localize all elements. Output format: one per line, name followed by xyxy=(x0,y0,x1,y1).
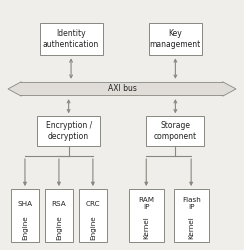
Text: RSA: RSA xyxy=(51,201,66,207)
FancyBboxPatch shape xyxy=(173,189,209,242)
Text: Engine: Engine xyxy=(22,215,28,240)
FancyBboxPatch shape xyxy=(149,23,202,56)
FancyBboxPatch shape xyxy=(11,189,39,242)
Text: SHA: SHA xyxy=(17,201,32,207)
Polygon shape xyxy=(8,82,236,96)
FancyBboxPatch shape xyxy=(129,189,164,242)
Text: Key
management: Key management xyxy=(150,29,201,49)
FancyBboxPatch shape xyxy=(45,189,73,242)
FancyBboxPatch shape xyxy=(40,23,102,56)
Text: Kernel: Kernel xyxy=(188,216,194,239)
Text: Engine: Engine xyxy=(56,215,62,240)
FancyBboxPatch shape xyxy=(146,116,204,146)
Text: AXI bus: AXI bus xyxy=(108,84,136,94)
Text: Kernel: Kernel xyxy=(143,216,149,239)
FancyBboxPatch shape xyxy=(37,116,100,146)
Text: Flash
IP: Flash IP xyxy=(182,198,201,210)
Text: CRC: CRC xyxy=(86,201,100,207)
Text: RAM
IP: RAM IP xyxy=(138,198,154,210)
FancyBboxPatch shape xyxy=(79,189,107,242)
Text: Storage
component: Storage component xyxy=(154,121,197,141)
Text: Identity
authentication: Identity authentication xyxy=(43,29,99,49)
Text: Encryption /
decryption: Encryption / decryption xyxy=(45,121,92,141)
Text: Engine: Engine xyxy=(90,215,96,240)
